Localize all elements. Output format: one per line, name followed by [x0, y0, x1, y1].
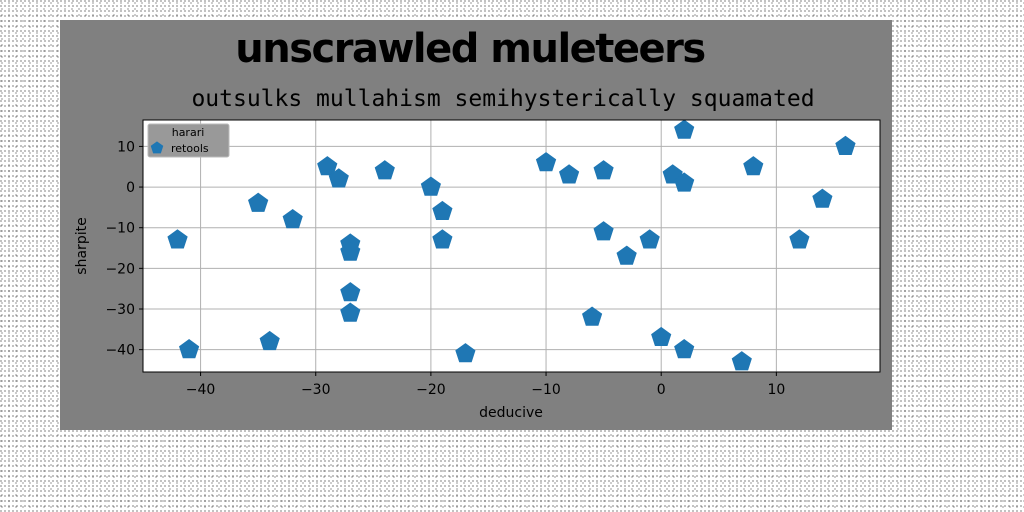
- y-tick-label: −40: [105, 343, 135, 359]
- legend-box: [147, 123, 230, 158]
- scatter-point: [282, 208, 303, 229]
- plot-area: [143, 120, 880, 372]
- y-tick-label: −10: [105, 221, 135, 237]
- x-tick-label: 0: [657, 382, 666, 398]
- scatter-point: [674, 172, 695, 192]
- scatter-point: [328, 168, 349, 188]
- scatter-point: [179, 338, 200, 359]
- x-tick-label: −30: [301, 382, 331, 398]
- scatter-point: [248, 192, 269, 212]
- plot-frame: [142, 119, 881, 373]
- scatter-point: [340, 241, 361, 261]
- scatter-point: [432, 229, 453, 249]
- y-tick-label: 10: [117, 139, 135, 155]
- scatter-point: [535, 152, 557, 172]
- scatter-point: [455, 343, 476, 363]
- legend: harari retools: [147, 123, 230, 158]
- scatter-point: [582, 306, 603, 326]
- x-axis-label: deducive: [479, 405, 543, 421]
- legend-title: harari: [172, 126, 205, 139]
- scatter-point: [674, 119, 695, 139]
- scatter-point: [559, 164, 580, 184]
- scatter-point: [651, 326, 672, 346]
- chart-suptitle: unscrawled muleteers: [235, 26, 704, 72]
- x-tick-label: −20: [416, 382, 446, 398]
- chart-figure: unscrawled muleteers outsulks mullahism …: [60, 20, 892, 430]
- scatter-point: [374, 160, 395, 180]
- legend-marker: [150, 141, 164, 154]
- axis-ticks: −40 −30 −20 −10 0 10 −40 −30 −20 −10 0 10: [105, 139, 785, 398]
- scatter-point: [340, 282, 361, 302]
- y-tick-label: −30: [105, 302, 135, 318]
- scatter-point: [743, 156, 764, 176]
- y-axis-label: sharpite: [74, 217, 90, 274]
- scatter-point: [616, 245, 637, 265]
- x-tick-label: −10: [531, 382, 561, 398]
- scatter-point: [835, 135, 856, 155]
- scatter-point: [420, 176, 441, 196]
- scatter-point: [593, 160, 614, 180]
- scatter-point: [789, 229, 810, 249]
- y-tick-label: −20: [105, 261, 135, 277]
- scatter-point: [731, 351, 752, 371]
- scatter-point: [812, 188, 833, 208]
- scatter-points: [167, 119, 856, 371]
- scatter-point: [639, 229, 660, 249]
- y-tick-label: 0: [126, 180, 135, 196]
- scatter-point: [593, 221, 614, 241]
- x-tick-label: −40: [186, 382, 216, 398]
- scatter-point: [340, 302, 361, 322]
- scatter-point: [259, 330, 280, 351]
- legend-entry-label: retools: [171, 142, 209, 155]
- scatter-point: [432, 200, 453, 220]
- scatter-point: [167, 229, 188, 249]
- scatter-point: [674, 338, 695, 359]
- chart-canvas: unscrawled muleteers outsulks mullahism …: [74, 26, 881, 421]
- scatter-point: [317, 156, 338, 176]
- chart-title: outsulks mullahism semihysterically squa…: [191, 86, 814, 112]
- x-tick-label: 10: [767, 382, 785, 398]
